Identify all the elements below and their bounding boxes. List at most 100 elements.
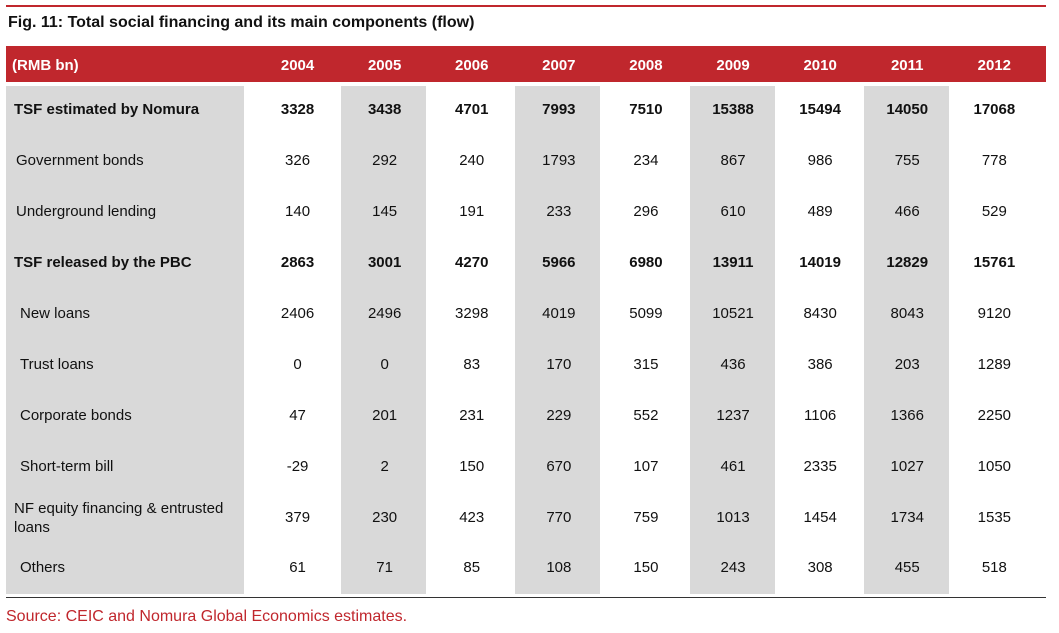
table-cell: 8043 bbox=[890, 305, 924, 322]
table-cell: 15494 bbox=[799, 101, 841, 118]
table-cell: 243 bbox=[720, 559, 746, 576]
table-cell: 2406 bbox=[280, 305, 315, 322]
table-cell: 770 bbox=[546, 509, 572, 526]
table-row: Others 61 71 85 108 150 243 308 455 518 bbox=[6, 542, 1046, 593]
table-cell: 610 bbox=[720, 203, 746, 220]
table-cell: 2 bbox=[380, 458, 389, 475]
table-cell: 5966 bbox=[542, 254, 576, 271]
table-cell: 986 bbox=[807, 152, 833, 169]
header-unit: (RMB bn) bbox=[12, 57, 79, 74]
row-label: Others bbox=[20, 559, 66, 576]
row-label: Trust loans bbox=[20, 356, 94, 373]
table-cell: 1535 bbox=[977, 509, 1012, 526]
table-cell: 1289 bbox=[977, 356, 1012, 373]
table-cell: 3001 bbox=[367, 254, 402, 271]
table-row: Government bonds 326 292 240 1793 234 867 986 75… bbox=[6, 135, 1046, 186]
table-row: TSF released by the PBC 2863 3001 4270 5966 6… bbox=[6, 237, 1046, 288]
column-shade bbox=[863, 86, 949, 594]
table-cell: 755 bbox=[894, 152, 920, 169]
table-cell: 83 bbox=[463, 356, 481, 373]
column-shade bbox=[515, 86, 601, 594]
table-cell: 145 bbox=[372, 203, 398, 220]
table-cell: 14019 bbox=[799, 254, 841, 271]
table-cell: -29 bbox=[286, 458, 309, 475]
table-cell: 230 bbox=[372, 509, 398, 526]
table-cell: 1050 bbox=[977, 458, 1012, 475]
table-cell: 1237 bbox=[716, 407, 750, 424]
table-cell: 461 bbox=[720, 458, 746, 475]
table-cell: 150 bbox=[459, 458, 485, 475]
source-note: Source: CEIC and Nomura Global Economics… bbox=[6, 608, 408, 625]
table-cell: 3438 bbox=[367, 101, 402, 118]
table-cell: 47 bbox=[289, 407, 306, 424]
table-row: NF equity financing & entrusted loans 379… bbox=[6, 492, 1046, 543]
row-label: NF equity financing & entrusted loans bbox=[14, 499, 224, 536]
table-cell: 61 bbox=[289, 559, 306, 576]
table-cell: 2335 bbox=[803, 458, 837, 475]
table-cell: 778 bbox=[981, 152, 1007, 169]
table-cell: 15761 bbox=[973, 254, 1016, 271]
header-year-2012: 2012 bbox=[977, 57, 1012, 74]
table-cell: 10521 bbox=[712, 305, 754, 322]
row-label: TSF estimated by Nomura bbox=[14, 101, 200, 118]
table-cell: 234 bbox=[633, 152, 659, 169]
table-cell: 2250 bbox=[977, 407, 1012, 424]
table-row: TSF estimated by Nomura 3328 3438 4701 7993 7… bbox=[6, 84, 1046, 135]
table-cell: 3328 bbox=[280, 101, 315, 118]
table-cell: 2863 bbox=[280, 254, 315, 271]
table-cell: 423 bbox=[459, 509, 485, 526]
row-label: Underground lending bbox=[16, 203, 157, 220]
table-row: New loans 2406 2496 3298 4019 5099 10521 8430 80… bbox=[6, 288, 1046, 339]
table-cell: 326 bbox=[285, 152, 311, 169]
table-cell: 3298 bbox=[455, 305, 489, 322]
table-cell: 489 bbox=[807, 203, 833, 220]
table-cell: 455 bbox=[894, 559, 920, 576]
header-year-2011: 2011 bbox=[890, 57, 924, 74]
table-cell: 296 bbox=[633, 203, 659, 220]
header-year-2008: 2008 bbox=[629, 57, 663, 74]
table-cell: 292 bbox=[372, 152, 398, 169]
table-cell: 0 bbox=[380, 356, 389, 373]
table-cell: 12829 bbox=[886, 254, 929, 271]
table-cell: 5099 bbox=[629, 305, 663, 322]
table-cell: 1366 bbox=[890, 407, 924, 424]
table-cell: 1013 bbox=[716, 509, 750, 526]
bottom-rule bbox=[6, 597, 1046, 598]
table-row: Corporate bonds 47 201 231 229 552 1237 1106 136… bbox=[6, 390, 1046, 441]
header-year-2005: 2005 bbox=[367, 57, 402, 74]
table-cell: 17068 bbox=[973, 101, 1016, 118]
column-shade bbox=[341, 86, 427, 594]
table-cell: 2496 bbox=[367, 305, 402, 322]
table-cell: 552 bbox=[633, 407, 659, 424]
table-cell: 191 bbox=[459, 203, 485, 220]
table-row: Trust loans 0 0 83 170 315 436 386 203 1289 bbox=[6, 339, 1046, 390]
column-shade bbox=[689, 86, 775, 594]
label-column-shade bbox=[6, 86, 244, 594]
table-cell: 759 bbox=[633, 509, 659, 526]
table-cell: 466 bbox=[894, 203, 920, 220]
table-cell: 233 bbox=[546, 203, 572, 220]
table-cell: 529 bbox=[981, 203, 1007, 220]
table-cell: 0 bbox=[293, 356, 302, 373]
table-cell: 203 bbox=[894, 356, 920, 373]
table-cell: 229 bbox=[546, 407, 572, 424]
table-row: Short-term bill -29 2 150 670 107 461 2335 1027 1… bbox=[6, 441, 1046, 492]
table-cell: 85 bbox=[463, 559, 481, 576]
table-cell: 201 bbox=[372, 407, 398, 424]
table-cell: 386 bbox=[807, 356, 833, 373]
table-cell: 308 bbox=[807, 559, 833, 576]
row-label: Short-term bill bbox=[20, 458, 114, 475]
table-cell: 379 bbox=[285, 509, 311, 526]
header-year-2004: 2004 bbox=[280, 57, 315, 74]
table-cell: 240 bbox=[459, 152, 485, 169]
table-cell: 8430 bbox=[803, 305, 837, 322]
table-cell: 1027 bbox=[890, 458, 924, 475]
table-cell: 1106 bbox=[804, 407, 837, 424]
table-cell: 231 bbox=[459, 407, 485, 424]
table-cell: 4019 bbox=[542, 305, 576, 322]
table-row: Underground lending 140 145 191 233 296 610 489… bbox=[6, 186, 1046, 237]
table-cell: 7510 bbox=[629, 101, 663, 118]
table-cell: 71 bbox=[376, 559, 393, 576]
table-cell: 15388 bbox=[712, 101, 754, 118]
row-label: Government bonds bbox=[16, 152, 144, 169]
